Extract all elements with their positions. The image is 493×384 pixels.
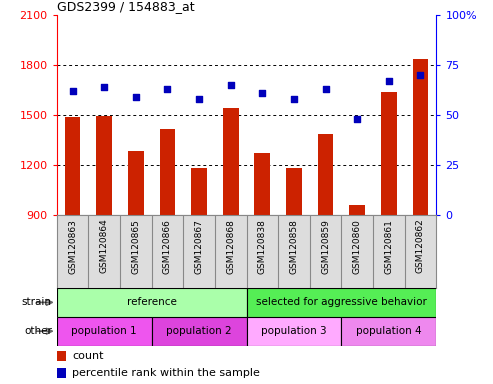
Point	[69, 88, 76, 94]
Bar	[413, 59, 428, 215]
Text: GSM120838: GSM120838	[258, 219, 267, 273]
Bar	[96, 116, 112, 215]
Bar	[254, 152, 270, 215]
Bar	[246, 317, 341, 346]
Point	[132, 94, 140, 100]
Text: other: other	[24, 326, 52, 336]
Text: GSM120864: GSM120864	[100, 219, 108, 273]
Text: GSM120865: GSM120865	[131, 219, 141, 273]
Point	[100, 84, 108, 90]
Text: population 1: population 1	[71, 326, 137, 336]
Point	[227, 82, 235, 88]
Bar	[246, 288, 436, 317]
Bar	[160, 129, 176, 215]
Text: GSM120866: GSM120866	[163, 219, 172, 273]
Bar	[317, 134, 333, 215]
Bar	[350, 205, 365, 215]
Bar	[223, 108, 239, 215]
Bar	[57, 368, 66, 379]
Text: percentile rank within the sample: percentile rank within the sample	[72, 368, 260, 378]
Point	[417, 72, 424, 78]
Bar	[191, 169, 207, 215]
Text: selected for aggressive behavior: selected for aggressive behavior	[256, 297, 427, 308]
Text: GSM120862: GSM120862	[416, 219, 425, 273]
Text: GSM120868: GSM120868	[226, 219, 235, 273]
Text: GSM120858: GSM120858	[289, 219, 298, 273]
Bar	[65, 117, 80, 215]
Point	[290, 96, 298, 102]
Text: reference: reference	[127, 297, 176, 308]
Point	[195, 96, 203, 102]
Bar	[341, 317, 436, 346]
Text: population 4: population 4	[356, 326, 422, 336]
Text: population 2: population 2	[166, 326, 232, 336]
Bar	[286, 167, 302, 215]
Text: GSM120867: GSM120867	[195, 219, 204, 273]
Point	[385, 78, 393, 84]
Text: count: count	[72, 351, 104, 361]
Bar	[152, 317, 246, 346]
Bar	[57, 288, 246, 317]
Text: GSM120863: GSM120863	[68, 219, 77, 273]
Bar	[128, 151, 143, 215]
Bar	[57, 317, 152, 346]
Text: GSM120859: GSM120859	[321, 219, 330, 273]
Text: population 3: population 3	[261, 326, 327, 336]
Point	[258, 90, 266, 96]
Point	[321, 86, 329, 92]
Text: GDS2399 / 154883_at: GDS2399 / 154883_at	[57, 0, 194, 13]
Text: strain: strain	[22, 297, 52, 308]
Point	[353, 116, 361, 122]
Text: GSM120861: GSM120861	[385, 219, 393, 273]
Bar	[57, 351, 66, 361]
Point	[164, 86, 172, 92]
Text: GSM120860: GSM120860	[352, 219, 362, 273]
Bar	[381, 92, 397, 215]
